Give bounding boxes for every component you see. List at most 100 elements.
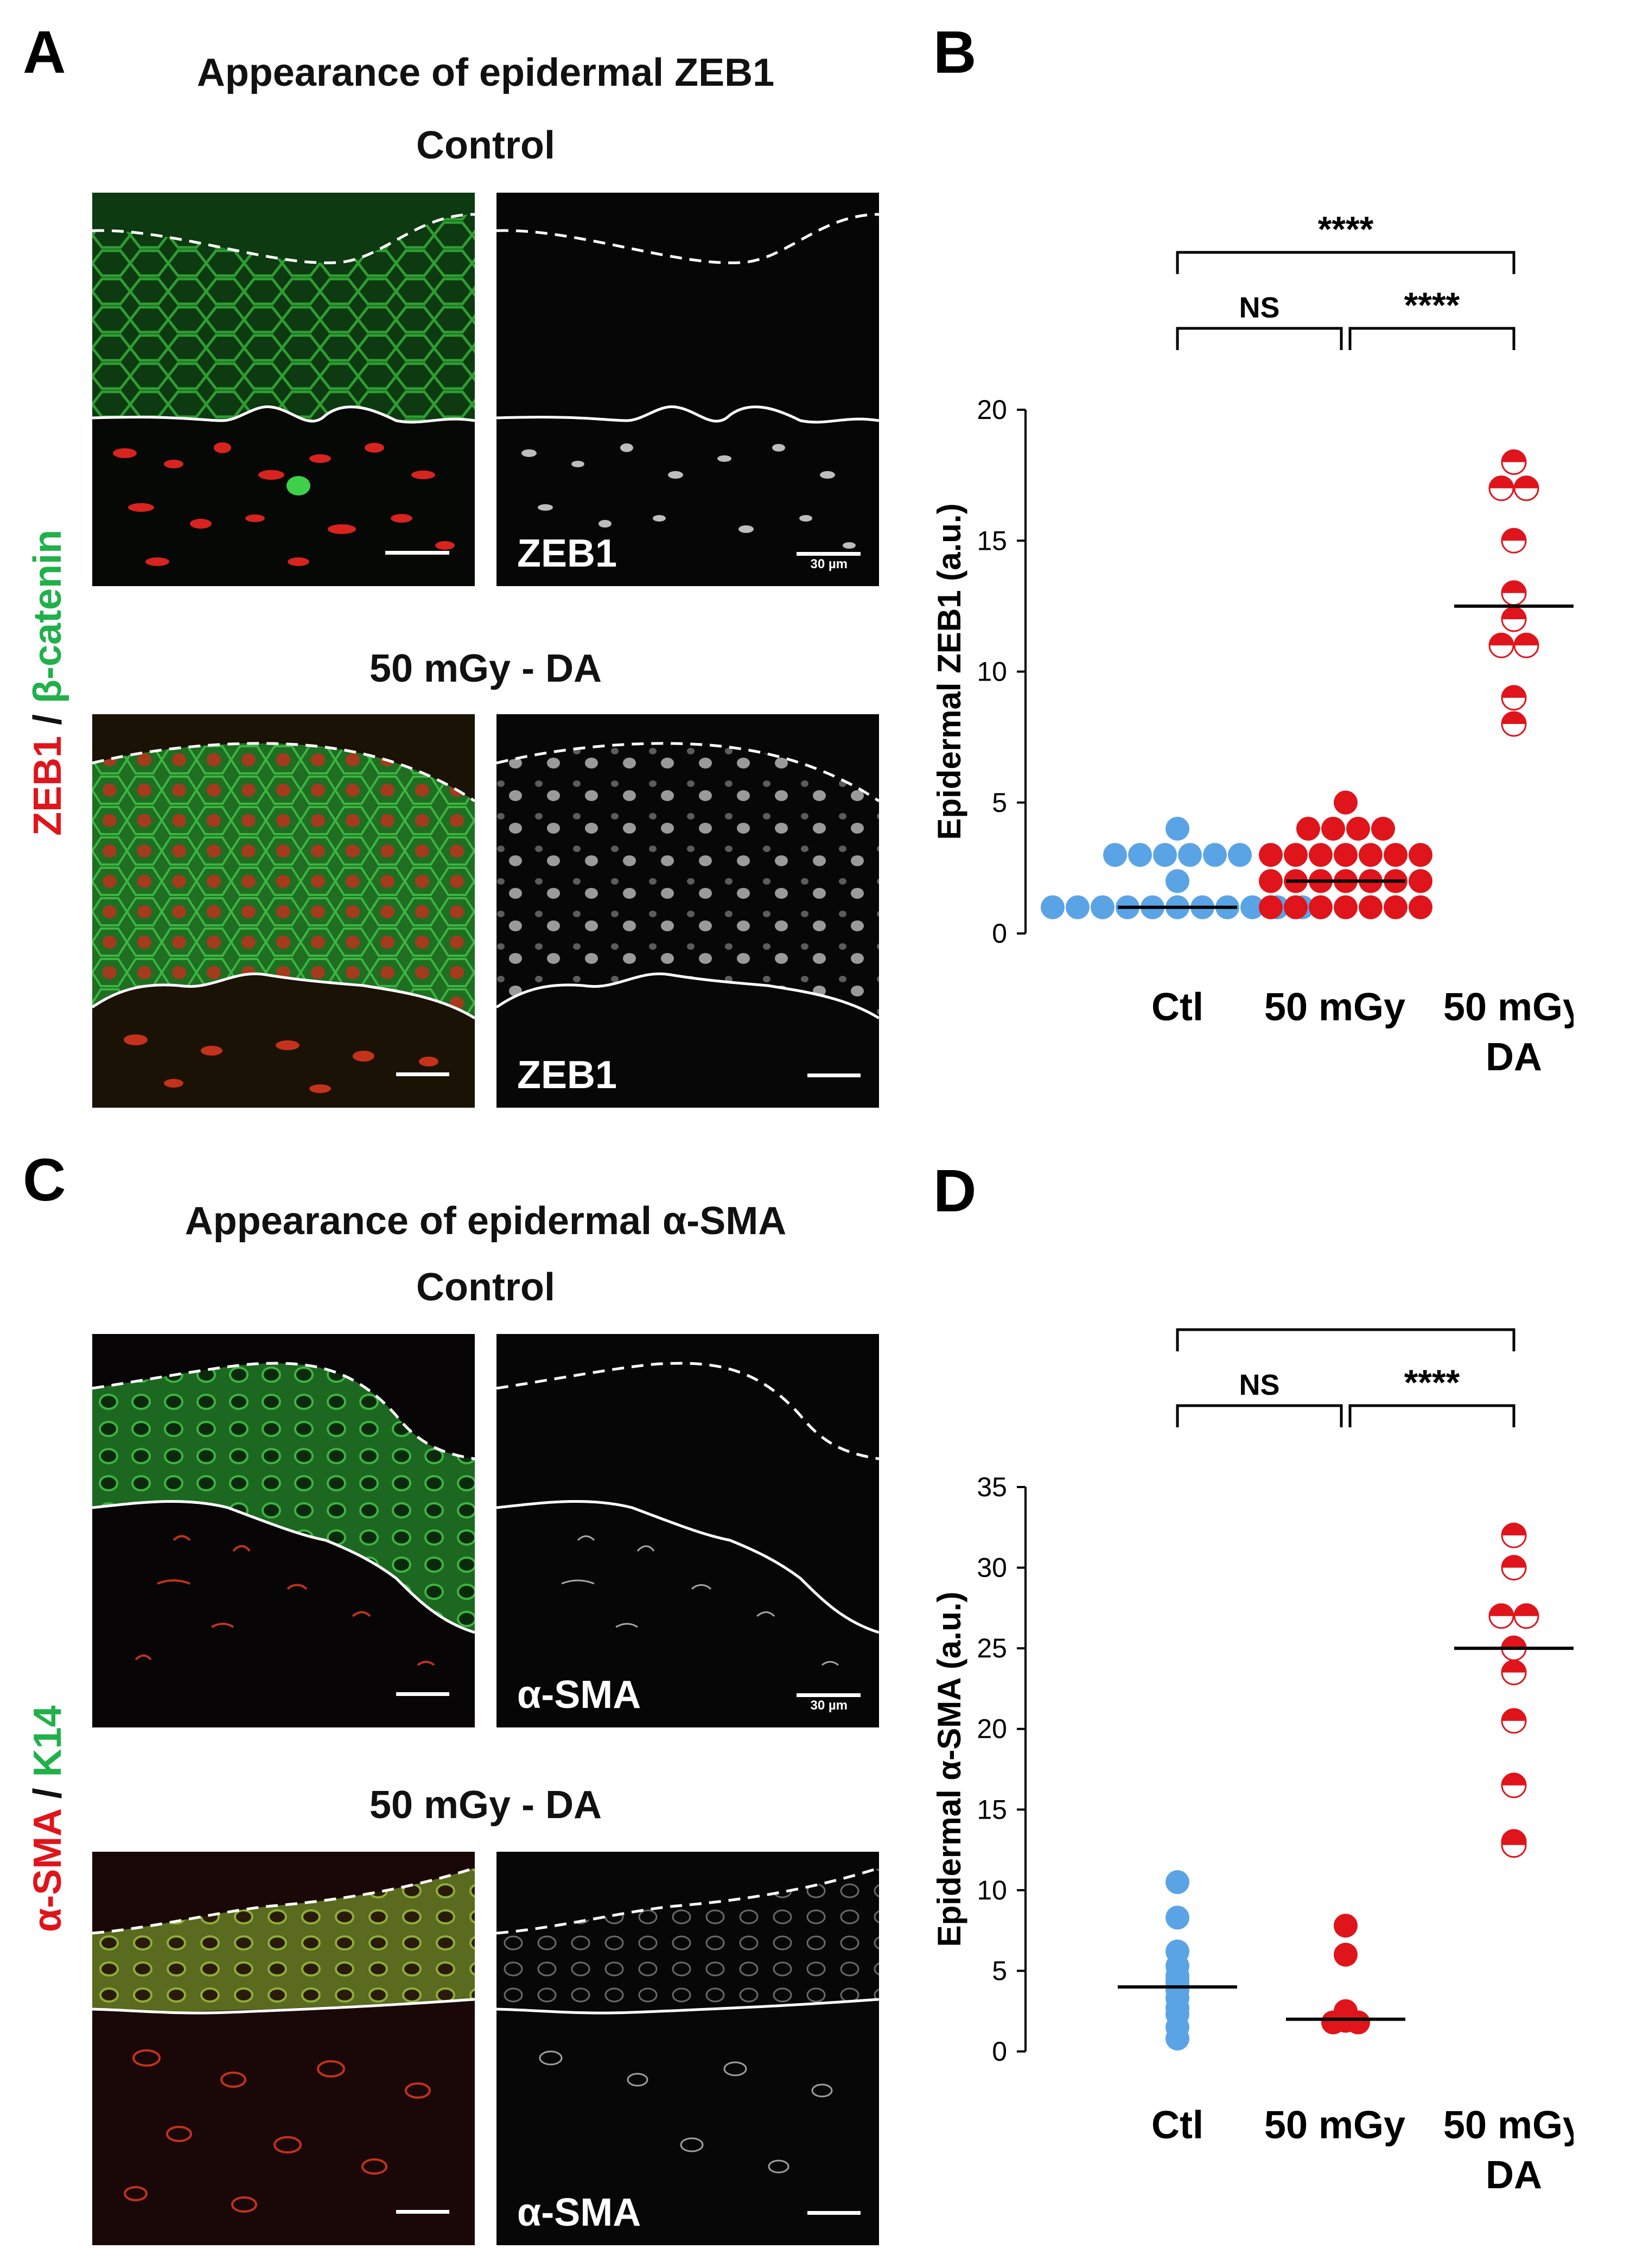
channel-label-asma: α-SMA	[517, 2191, 641, 2234]
panel-c-title: Appearance of epidermal α-SMA	[184, 1199, 787, 1243]
data-point	[1178, 843, 1202, 867]
x-category-label: Ctl	[1151, 2104, 1203, 2147]
y-tick-label: 0	[992, 918, 1007, 949]
data-point	[1041, 895, 1065, 919]
data-point	[1166, 1870, 1189, 1894]
data-point	[1091, 895, 1115, 919]
scale-bar	[797, 1693, 861, 1697]
data-point	[1321, 2010, 1345, 2035]
significance-bracket	[1176, 251, 1515, 274]
y-axis-label: Epidermal ZEB1 (a.u.)	[931, 503, 967, 840]
x-category-label: 50 mGy	[1264, 986, 1405, 1029]
significance-label: NS	[1239, 1369, 1279, 1401]
panel-c-condition-treated: 50 mGy - DA	[369, 1783, 602, 1827]
data-point	[1334, 1914, 1358, 1938]
significance-label: ****	[1404, 285, 1460, 325]
significance-bracket	[1348, 1404, 1515, 1427]
panel-c-stain-label: α-SMA / K14	[26, 1705, 69, 1932]
data-point-half	[1514, 476, 1538, 488]
y-tick-label: 15	[977, 1794, 1007, 1825]
y-tick-label: 30	[977, 1553, 1007, 1583]
data-point	[1240, 895, 1264, 919]
stain-label-separator: /	[26, 1777, 69, 1810]
significance-bracket	[1348, 327, 1515, 350]
x-category-label: DA	[1486, 2153, 1542, 2197]
data-point-half	[1502, 1555, 1526, 1568]
scale-bar	[807, 1073, 861, 1077]
data-point-half	[1502, 685, 1526, 698]
panel-letter-c: C	[23, 1147, 66, 1214]
stain-label-red: ZEB1	[26, 735, 69, 836]
panel-a-condition-control: Control	[416, 124, 555, 167]
micrograph-c-control-merged	[92, 1334, 475, 1727]
x-category-label: DA	[1486, 1035, 1542, 1079]
panel-c-condition-control: Control	[416, 1266, 555, 1309]
data-point	[1166, 869, 1189, 893]
data-point-half	[1489, 476, 1513, 488]
micrograph-a-control-zeb1: ZEB1 30 µm	[496, 193, 879, 586]
data-point-half	[1514, 633, 1538, 646]
chart-b: 0 5 10 15 20 Epidermal ZEB1 (a.u.) Ctl 50 mGy 50…	[922, 206, 1574, 1107]
data-point	[1259, 895, 1283, 919]
stain-label-green: K14	[26, 1705, 69, 1777]
data-point	[1334, 895, 1358, 919]
micrograph-a-control-merged	[92, 193, 475, 586]
micrograph-c-control-asma: α-SMA 30 µm	[496, 1334, 879, 1727]
data-point	[1346, 2010, 1370, 2035]
data-point	[1153, 843, 1177, 867]
data-point	[1066, 895, 1090, 919]
data-point-half	[1502, 1833, 1526, 1845]
significance-label: ****	[1404, 1362, 1460, 1402]
significance-bracket	[1176, 1328, 1515, 1351]
micrograph-c-treated-merged	[92, 1852, 475, 2245]
data-point-half	[1502, 450, 1526, 462]
data-point-half	[1502, 581, 1526, 593]
data-point	[1128, 843, 1152, 867]
x-category-label: Ctl	[1151, 986, 1203, 1029]
data-point	[1284, 895, 1308, 919]
y-tick-label: 5	[992, 1955, 1007, 1986]
y-tick-label: 0	[992, 2036, 1007, 2067]
data-point	[1334, 1942, 1358, 1967]
data-point	[1166, 1905, 1189, 1930]
significance-bracket	[1176, 1404, 1343, 1427]
data-point-half	[1502, 529, 1526, 541]
significance-bracket	[1176, 327, 1343, 350]
data-point	[1371, 817, 1395, 841]
data-point-half	[1502, 1773, 1526, 1786]
y-axis-label: Epidermal α-SMA (a.u.)	[931, 1592, 967, 1947]
panel-letter-d: D	[933, 1158, 977, 1224]
data-point	[1334, 790, 1358, 815]
data-point	[1359, 843, 1383, 867]
data-point	[1259, 843, 1283, 867]
data-point-half	[1489, 633, 1513, 646]
channel-label-asma: α-SMA	[517, 1673, 641, 1717]
panel-letter-a: A	[23, 19, 66, 86]
data-point	[1409, 843, 1432, 867]
y-tick-label: 10	[977, 657, 1007, 687]
data-point	[1166, 817, 1189, 841]
panel-a-condition-treated: 50 mGy - DA	[369, 647, 602, 690]
micrograph-a-treated-zeb1: ZEB1	[496, 714, 879, 1108]
data-point-half	[1502, 1636, 1526, 1649]
y-tick-label: 35	[977, 1472, 1007, 1502]
data-point	[1259, 869, 1283, 893]
data-point	[1359, 895, 1383, 919]
data-point-half	[1502, 1660, 1526, 1673]
scale-bar-text: 30 µm	[810, 557, 848, 571]
significance-label: NS	[1239, 291, 1279, 324]
scale-bar-text: 30 µm	[810, 1698, 848, 1713]
data-point-half	[1502, 712, 1526, 724]
data-point-half	[1502, 1708, 1526, 1721]
data-point	[1384, 843, 1408, 867]
scale-bar	[807, 2211, 861, 2215]
data-point	[1203, 843, 1227, 867]
y-tick-label: 20	[977, 1714, 1007, 1744]
x-category-label: 50 mGy	[1264, 2104, 1405, 2147]
data-point	[1321, 817, 1345, 841]
data-point-half	[1514, 1604, 1538, 1616]
significance-label: ****	[1318, 1324, 1374, 1326]
panel-a-stain-label: ZEB1 / β-catenin	[26, 530, 69, 836]
data-point	[1334, 843, 1358, 867]
data-point	[1346, 817, 1370, 841]
